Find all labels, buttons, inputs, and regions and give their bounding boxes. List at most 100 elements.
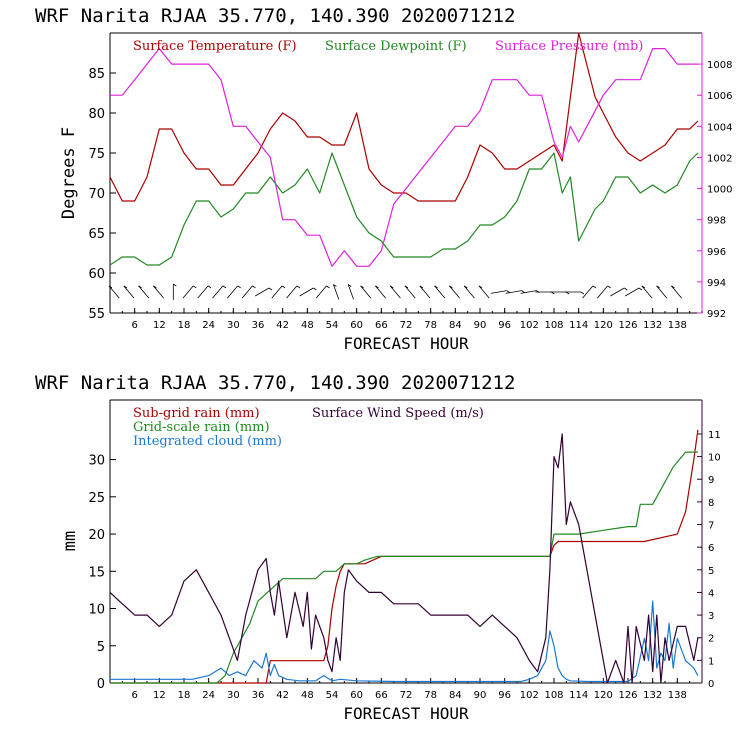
wind-barb-staff (153, 285, 164, 299)
x-tick-label: 84 (449, 690, 462, 701)
y-tick-label: 80 (88, 107, 105, 122)
y2-tick-label: 4 (708, 588, 714, 599)
x-tick-label: 90 (474, 320, 487, 331)
y2-tick-label: 996 (707, 247, 726, 258)
x-tick-label: 12 (153, 690, 166, 701)
x-tick-label: 66 (375, 690, 388, 701)
series-line-surface-dewpoint-f (109, 152, 699, 266)
x-axis-label-2: FORECAST HOUR (343, 704, 469, 723)
x-tick-label: 6 (131, 320, 137, 331)
wind-barb-staff (520, 290, 537, 294)
x-tick-label: 114 (569, 320, 588, 331)
wind-barb-flag (326, 285, 330, 289)
y2-tick-label: 1000 (707, 185, 732, 196)
series-line-surface-pressure-mb (110, 47, 698, 267)
wind-barb-staff (347, 284, 355, 300)
wind-barb-flag (347, 284, 352, 287)
y-tick-label: 30 (88, 454, 105, 469)
x-tick-label: 90 (474, 690, 487, 701)
wind-barb-staff (656, 285, 668, 299)
wind-barb-staff (227, 285, 238, 299)
wind-barb-staff (271, 285, 283, 299)
legend-entry: Surface Dewpoint (F) (325, 39, 467, 54)
wind-barb-staff (610, 287, 625, 297)
y2-tick-label: 1006 (707, 91, 732, 102)
y-tick-label: 55 (88, 307, 105, 322)
y-tick-label: 5 (97, 640, 105, 655)
x-tick-label: 18 (178, 320, 191, 331)
wind-barb-staff (332, 284, 340, 300)
y2-tick-label: 1 (708, 656, 714, 667)
wind-barb-flag (506, 290, 511, 293)
x-tick-label: 30 (227, 690, 240, 701)
x-tick-label: 72 (400, 320, 413, 331)
y-tick-label: 85 (88, 67, 105, 82)
y-axis-label-1: Degrees F (59, 127, 79, 219)
y2-tick-label: 5 (708, 566, 714, 577)
wind-barb-staff (182, 285, 194, 299)
x-tick-label: 72 (400, 690, 413, 701)
y-tick-label: 70 (88, 187, 105, 202)
x-tick-label: 102 (520, 320, 539, 331)
wind-barb-staff (241, 285, 253, 299)
x-tick-label: 132 (643, 320, 662, 331)
y-tick-label: 20 (88, 528, 105, 543)
wind-barb-flag (375, 285, 379, 289)
y2-tick-label: 1004 (707, 122, 732, 133)
x-tick-label: 120 (594, 320, 613, 331)
x-tick-label: 78 (424, 320, 437, 331)
x-tick-label: 48 (301, 690, 314, 701)
wind-barb-staff (299, 287, 314, 297)
legend-entry: Grid-scale rain (mm) (133, 420, 270, 435)
wind-barb-staff (123, 285, 135, 299)
wind-barb-flag (641, 285, 645, 289)
wind-barb-flag (360, 285, 364, 289)
wind-barb-flag (671, 285, 675, 289)
wind-barb-flag (624, 287, 628, 291)
wind-barb-staff (434, 285, 446, 299)
wind-barb-staff (582, 285, 594, 299)
y-tick-label: 15 (88, 565, 105, 580)
x-tick-label: 60 (350, 690, 363, 701)
x-tick-label: 12 (153, 320, 166, 331)
wind-barb-staff (212, 285, 224, 299)
wind-barb-staff (389, 285, 401, 299)
wind-barb-staff (505, 290, 522, 294)
y2-tick-label: 11 (708, 430, 721, 441)
wind-barb-flag (193, 285, 197, 289)
x-tick-label: 48 (301, 320, 314, 331)
series-line-surface-wind-speed-m-s (109, 433, 699, 684)
y-axis-label-2: mm (60, 531, 80, 551)
y2-tick-label: 0 (708, 679, 714, 690)
x-tick-label: 30 (227, 320, 240, 331)
wind-barb-staff (597, 285, 608, 299)
wind-barb-staff (197, 285, 209, 299)
x-tick-label: 126 (618, 690, 637, 701)
wind-barb-staff (671, 285, 682, 299)
wind-barb-staff (624, 287, 640, 297)
legend-entry: Surface Temperature (F) (133, 39, 297, 54)
y2-tick-label: 3 (708, 611, 714, 622)
wind-barb-flag (521, 290, 525, 293)
x-tick-label: 108 (544, 690, 563, 701)
y2-tick-label: 6 (708, 543, 714, 554)
wind-barb-staff (478, 285, 490, 299)
wind-barb-flag (153, 285, 157, 289)
x-tick-label: 132 (643, 690, 662, 701)
wind-barb-staff (286, 285, 298, 299)
wind-barb-flag (404, 285, 409, 289)
wind-barb-staff (449, 285, 460, 299)
legend-entry: Surface Wind Speed (m/s) (312, 406, 484, 421)
x-tick-label: 24 (202, 320, 215, 331)
x-tick-label: 54 (326, 320, 339, 331)
wind-barb-staff (463, 285, 475, 299)
legend-entry: Integrated cloud (mm) (133, 434, 282, 449)
series-line-grid-scale-rain-mm (110, 451, 698, 684)
wind-barb-staff (490, 290, 507, 294)
wind-barb-flag (389, 285, 394, 289)
wind-barb-flag (434, 285, 438, 289)
x-tick-label: 36 (252, 320, 265, 331)
x-tick-label: 18 (178, 690, 191, 701)
wind-barb-flag (313, 287, 317, 291)
